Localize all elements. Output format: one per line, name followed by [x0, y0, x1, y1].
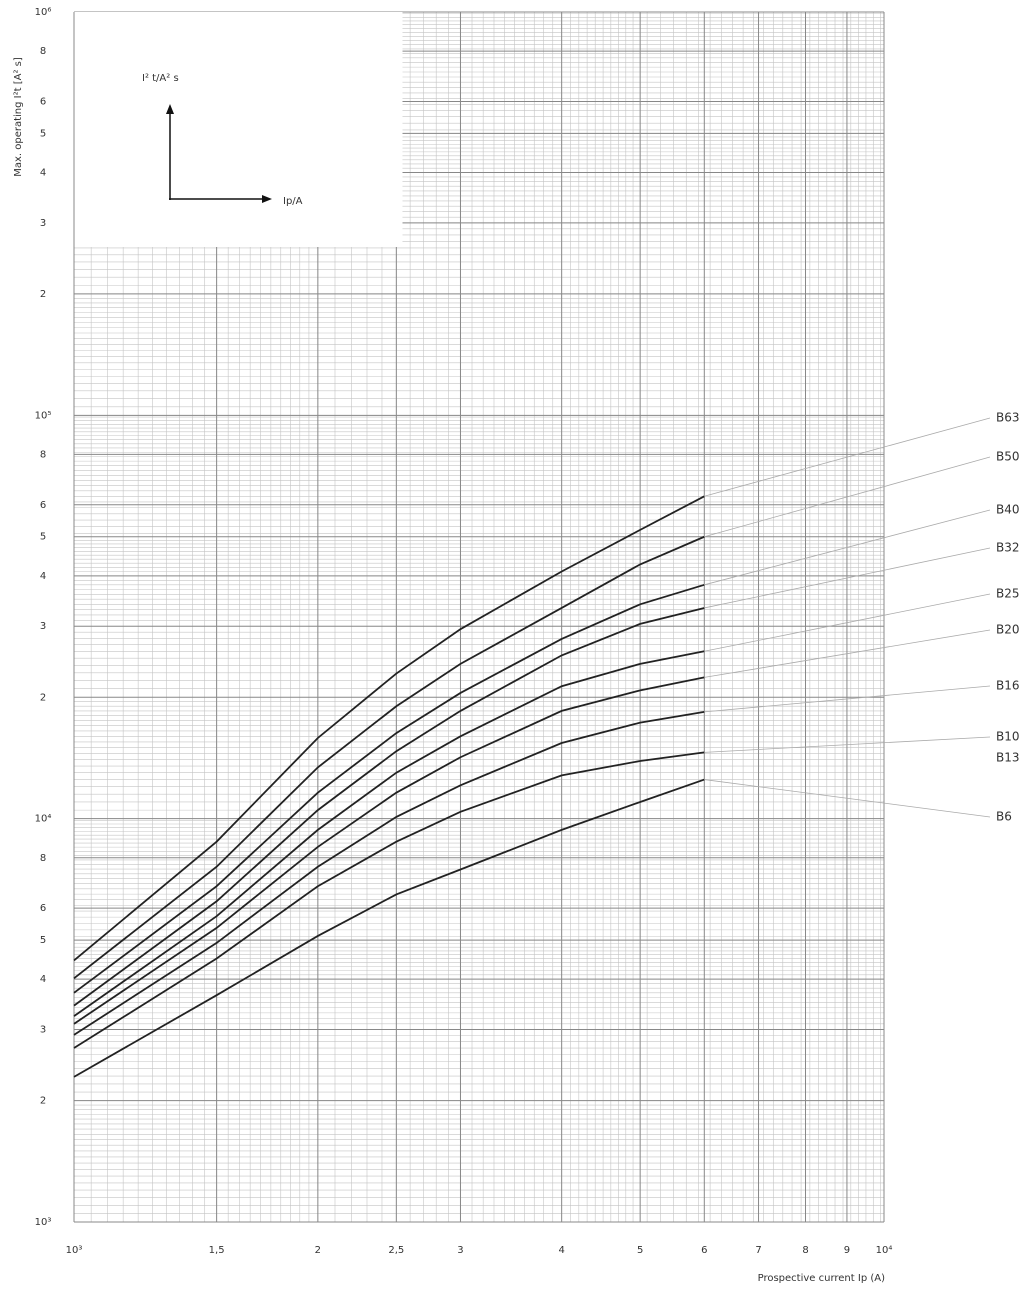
x-tick-label: 8 [802, 1245, 808, 1256]
y-tick-label: 8 [40, 449, 46, 460]
series-label: B20 [996, 623, 1020, 637]
leader-line [704, 593, 991, 652]
series-label: B16 [996, 679, 1020, 693]
y-tick-label: 10⁴ [35, 814, 52, 825]
leader-line [704, 547, 991, 609]
y-tick-label: 5 [40, 935, 46, 946]
leader-line [704, 736, 991, 753]
series-label: B6 [996, 810, 1012, 824]
inset-arrowhead-x [262, 195, 272, 203]
series-label: B32 [996, 541, 1020, 555]
curve [73, 495, 705, 962]
y-tick-label: 10⁵ [35, 410, 52, 421]
y-tick-label: 6 [40, 500, 46, 511]
y-tick-label: 8 [40, 46, 46, 57]
y-tick-label: 2 [40, 692, 46, 703]
inset-box [74, 12, 403, 247]
x-tick-label: 6 [701, 1245, 707, 1256]
series-label: B40 [996, 503, 1020, 517]
x-tick-label: 4 [558, 1245, 564, 1256]
y-tick-label: 5 [40, 128, 46, 139]
marks: 10³ 1,5 2 2,5 3 4 5 6 7 8 9 10⁴ 10³ 2 3 4 5 6 8 10⁴ 2 3 4 5 6 8 10… [35, 7, 1020, 1256]
curve [73, 676, 705, 1025]
curve [73, 535, 705, 980]
inset-x-label: Ip/A [283, 196, 303, 207]
x-tick-label: 5 [637, 1245, 643, 1256]
y-tick-label: 5 [40, 532, 46, 543]
leader-line [704, 417, 991, 497]
series-label: B13 [996, 751, 1020, 765]
series-label: B10 [996, 730, 1020, 744]
x-tick-label: 1,5 [209, 1245, 225, 1256]
series-label: B50 [996, 450, 1020, 464]
inset-y-label: I² t/A² s [142, 73, 179, 84]
curve [73, 607, 705, 1007]
x-tick-label: 10³ [66, 1245, 83, 1256]
leader-line [704, 456, 991, 538]
x-tick-label: 7 [755, 1245, 761, 1256]
leader-line [704, 509, 991, 586]
y-tick-label: 3 [40, 1025, 46, 1036]
leader-line [704, 779, 991, 818]
y-tick-label: 4 [40, 571, 46, 582]
x-tick-label: 10⁴ [876, 1245, 893, 1256]
y-tick-label: 8 [40, 853, 46, 864]
leader-line [704, 685, 991, 713]
x-axis-label: Prospective current Ip (A) [758, 1273, 885, 1284]
inset-arrowhead-y [166, 104, 174, 114]
x-tick-label: 3 [457, 1245, 463, 1256]
curve [73, 751, 705, 1049]
series-label: B25 [996, 587, 1020, 601]
y-tick-label: 6 [40, 96, 46, 107]
y-tick-label: 10³ [35, 1217, 52, 1228]
y-tick-label: 2 [40, 289, 46, 300]
y-tick-label: 3 [40, 218, 46, 229]
y-tick-label: 10⁶ [35, 7, 52, 18]
y-tick-label: 6 [40, 903, 46, 914]
curve [73, 650, 705, 1017]
y-tick-label: 3 [40, 621, 46, 632]
y-axis-label: Max. operating I²t [A² s] [13, 57, 24, 177]
y-tick-label: 4 [40, 974, 46, 985]
x-tick-label: 2,5 [388, 1245, 404, 1256]
x-tick-label: 2 [315, 1245, 321, 1256]
curve [73, 710, 705, 1036]
y-tick-label: 2 [40, 1096, 46, 1107]
y-tick-label: 4 [40, 168, 46, 179]
leader-line [704, 629, 991, 678]
series-label: B63 [996, 411, 1020, 425]
curve [73, 778, 705, 1078]
curve [73, 583, 705, 994]
x-tick-label: 9 [844, 1245, 850, 1256]
